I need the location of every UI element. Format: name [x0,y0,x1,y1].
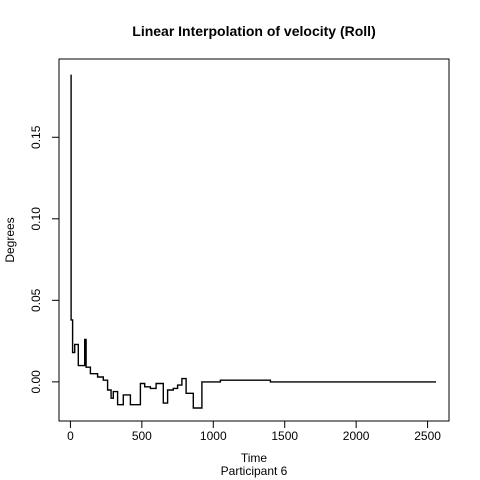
series-line [70,74,437,409]
x-axis-label: Time [241,451,268,465]
plot-frame [58,58,450,422]
y-axis: 0.00 0.05 0.10 0.15 [29,125,60,394]
y-tick-label: 0.15 [29,125,43,149]
chart-subtitle: Participant 6 [221,464,288,478]
x-tick-label: 0 [67,429,74,443]
x-tick-label: 1000 [200,429,227,443]
y-tick-label: 0.00 [29,370,43,394]
chart-title: Linear Interpolation of velocity (Roll) [132,23,375,39]
y-tick-label: 0.05 [29,288,43,312]
y-axis-label: Degrees [3,217,17,262]
x-tick-label: 2000 [343,429,370,443]
y-tick-label: 0.10 [29,207,43,231]
x-axis: 0 500 1000 1500 2000 2500 [67,420,441,443]
x-tick-label: 1500 [271,429,298,443]
x-tick-label: 2500 [414,429,441,443]
x-tick-label: 500 [132,429,152,443]
